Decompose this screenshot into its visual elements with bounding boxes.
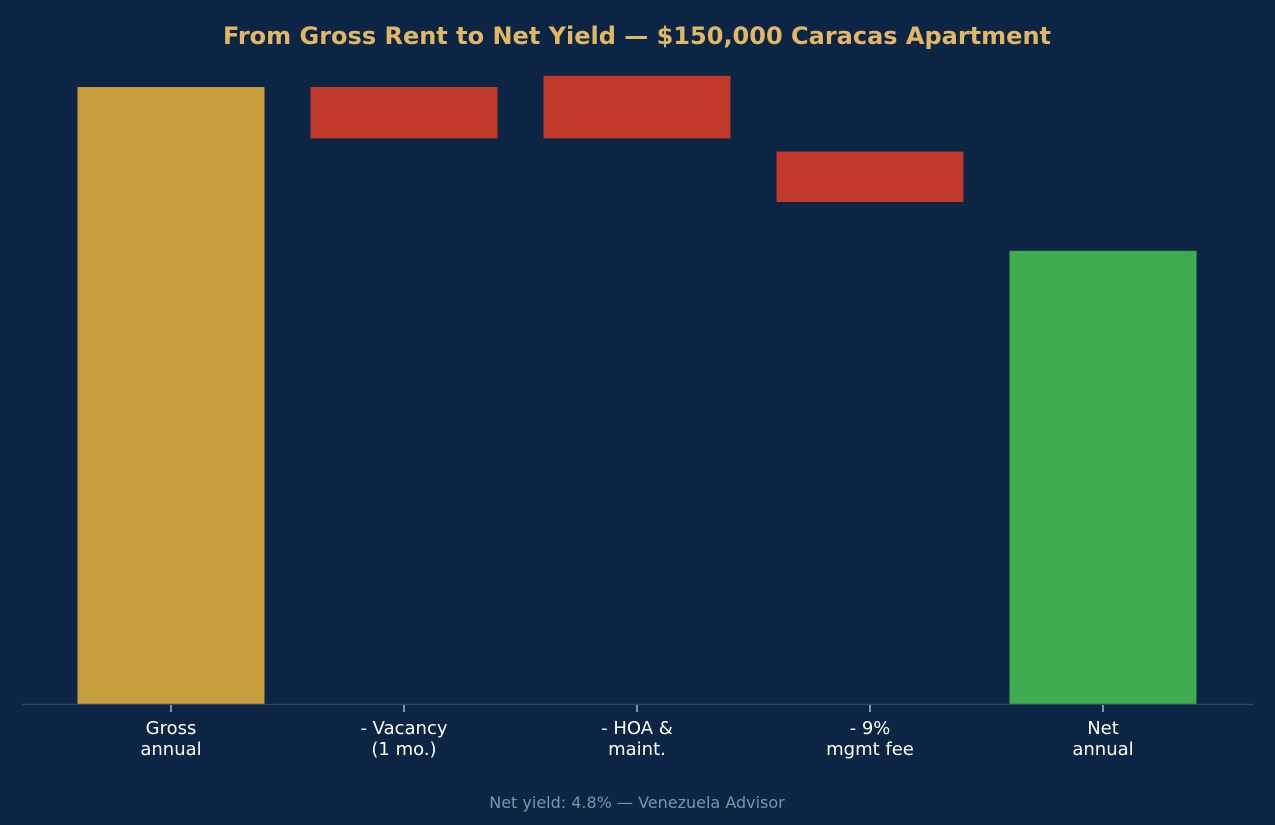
x-ticks-layer: Gross annual - Vacancy (1 mo.) - HOA & maint.… — [140, 705, 1134, 760]
x-tick-label-2: - Vacancy (1 mo.) — [360, 718, 447, 760]
bar-2 — [310, 87, 498, 139]
x-tick-label-3: - HOA & maint. — [601, 718, 673, 760]
chart-title: From Gross Rent to Net Yield — $150,000 … — [223, 22, 1051, 50]
bar-5 — [1009, 250, 1197, 705]
x-tick-label-5: Net annual — [1072, 718, 1133, 760]
bar-1 — [77, 87, 265, 705]
bar-3 — [543, 75, 731, 139]
x-tick-label-1: Gross annual — [140, 718, 201, 760]
footnote: Net yield: 4.8% — Venezuela Advisor — [489, 793, 785, 812]
bars-layer — [77, 75, 1197, 705]
x-tick-label-4: - 9% mgmt fee — [826, 718, 914, 760]
bar-4 — [776, 151, 964, 203]
